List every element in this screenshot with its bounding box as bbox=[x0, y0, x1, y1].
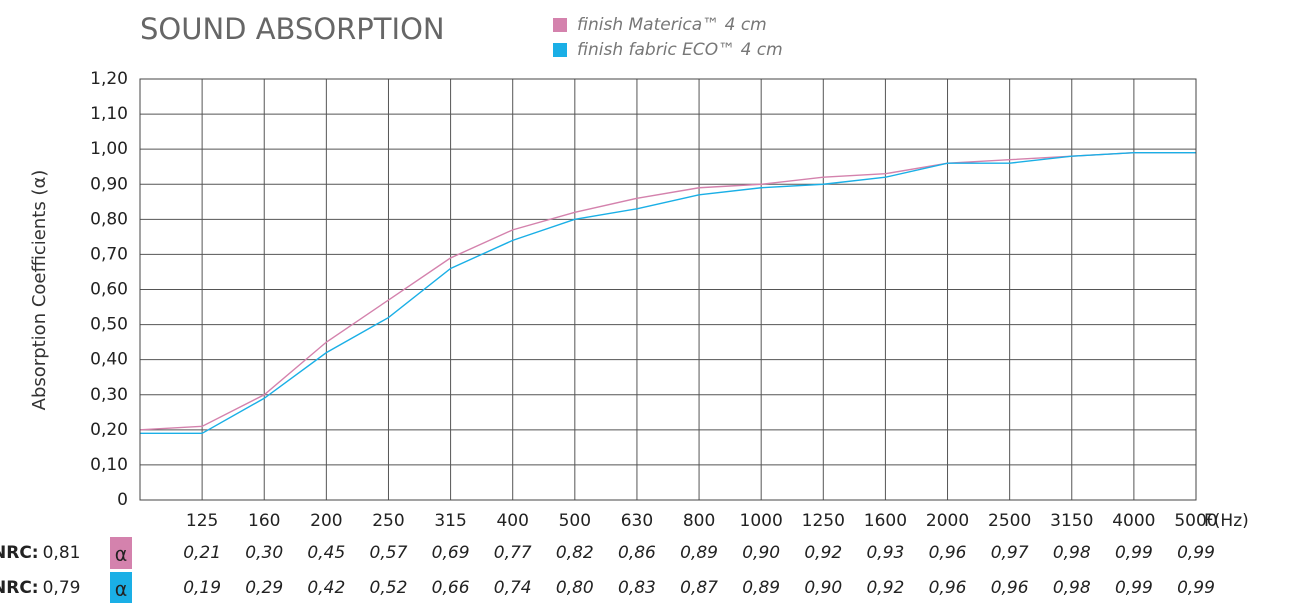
value-label: 0,80 bbox=[556, 578, 594, 598]
value-label: 0,89 bbox=[742, 578, 780, 598]
alpha-box bbox=[110, 572, 132, 603]
x-tick-label: 3150 bbox=[1050, 511, 1093, 531]
y-tick-label: 0,70 bbox=[90, 244, 128, 264]
value-label: 0,83 bbox=[618, 578, 656, 598]
y-tick-label: 0,10 bbox=[90, 455, 128, 475]
value-label: 0,99 bbox=[1115, 578, 1153, 598]
legend-label: finish fabric ECO™ 4 cm bbox=[577, 40, 783, 60]
y-tick-label: 1,00 bbox=[90, 139, 128, 159]
value-label: 0,89 bbox=[680, 543, 718, 563]
value-label: 0,92 bbox=[804, 543, 842, 563]
alpha-symbol: α bbox=[115, 544, 128, 566]
value-label: 0,29 bbox=[245, 578, 283, 598]
value-label: 0,42 bbox=[307, 578, 345, 598]
y-tick-label: 0,30 bbox=[90, 385, 128, 405]
y-tick-label: 0,60 bbox=[90, 280, 128, 300]
value-label: 0,30 bbox=[245, 543, 283, 563]
legend-swatch bbox=[553, 18, 567, 32]
value-label: 0,52 bbox=[370, 578, 408, 598]
chart-title: SOUND ABSORPTION bbox=[140, 12, 445, 46]
value-label: 0,99 bbox=[1177, 543, 1215, 563]
x-tick-label: 5000 bbox=[1174, 511, 1217, 531]
y-tick-label: 0,50 bbox=[90, 315, 128, 335]
x-tick-label: 800 bbox=[683, 511, 715, 531]
value-label: 0,77 bbox=[494, 543, 532, 563]
value-label: 0,90 bbox=[804, 578, 842, 598]
x-axis-label: F(Hz) bbox=[1204, 511, 1249, 531]
x-tick-label: 125 bbox=[186, 511, 218, 531]
value-label: 0,82 bbox=[556, 543, 594, 563]
y-tick-label: 0,40 bbox=[90, 350, 128, 370]
nrc-value: 0,81 bbox=[43, 543, 81, 563]
nrc-label: NRC:0,81 bbox=[0, 543, 80, 563]
value-label: 0,97 bbox=[991, 543, 1029, 563]
value-label: 0,19 bbox=[183, 578, 221, 598]
plot-frame bbox=[139, 78, 1197, 501]
x-tick-label: 1000 bbox=[740, 511, 783, 531]
x-tick-label: 200 bbox=[310, 511, 342, 531]
data-line bbox=[139, 151, 1196, 431]
value-label: 0,57 bbox=[370, 543, 408, 563]
y-tick-label: 1,10 bbox=[90, 104, 128, 124]
value-label: 0,96 bbox=[929, 543, 967, 563]
nrc-value: 0,79 bbox=[43, 578, 81, 598]
x-tick-label: 1250 bbox=[802, 511, 845, 531]
value-label: 0,66 bbox=[432, 578, 470, 598]
value-label: 0,93 bbox=[866, 543, 904, 563]
value-label: 0,92 bbox=[866, 578, 904, 598]
value-label: 0,96 bbox=[991, 578, 1029, 598]
alpha-symbol: α bbox=[115, 579, 128, 601]
value-label: 0,99 bbox=[1177, 578, 1215, 598]
value-label: 0,99 bbox=[1115, 543, 1153, 563]
nrc-key: NRC: bbox=[0, 578, 39, 598]
y-tick-label: 0,20 bbox=[90, 420, 128, 440]
x-tick-label: 630 bbox=[621, 511, 653, 531]
value-label: 0,86 bbox=[618, 543, 656, 563]
x-tick-label: 160 bbox=[248, 511, 280, 531]
y-axis-label: Absorption Coefficients (α) bbox=[29, 170, 50, 411]
x-tick-label: 4000 bbox=[1112, 511, 1155, 531]
value-label: 0,45 bbox=[307, 543, 345, 563]
x-tick-label: 315 bbox=[434, 511, 466, 531]
nrc-label: NRC:0,79 bbox=[0, 578, 80, 598]
legend-swatch bbox=[553, 43, 567, 57]
value-label: 0,98 bbox=[1053, 578, 1091, 598]
value-label: 0,21 bbox=[183, 543, 221, 563]
value-label: 0,90 bbox=[742, 543, 780, 563]
value-label: 0,98 bbox=[1053, 543, 1091, 563]
x-tick-label: 2500 bbox=[988, 511, 1031, 531]
x-tick-label: 2000 bbox=[926, 511, 969, 531]
y-tick-label: 0 bbox=[117, 490, 128, 510]
y-tick-label: 0,90 bbox=[90, 174, 128, 194]
x-tick-label: 1600 bbox=[864, 511, 907, 531]
legend-label: finish Materica™ 4 cm bbox=[577, 15, 767, 35]
data-line bbox=[140, 151, 1196, 435]
x-tick-label: 250 bbox=[372, 511, 404, 531]
x-tick-label: 400 bbox=[496, 511, 528, 531]
x-tick-label: 500 bbox=[559, 511, 591, 531]
value-label: 0,74 bbox=[494, 578, 532, 598]
value-label: 0,87 bbox=[680, 578, 718, 598]
alpha-box bbox=[110, 537, 132, 569]
value-label: 0,96 bbox=[929, 578, 967, 598]
y-tick-label: 0,80 bbox=[90, 209, 128, 229]
value-label: 0,69 bbox=[432, 543, 470, 563]
nrc-key: NRC: bbox=[0, 543, 39, 563]
y-tick-label: 1,20 bbox=[90, 69, 128, 89]
